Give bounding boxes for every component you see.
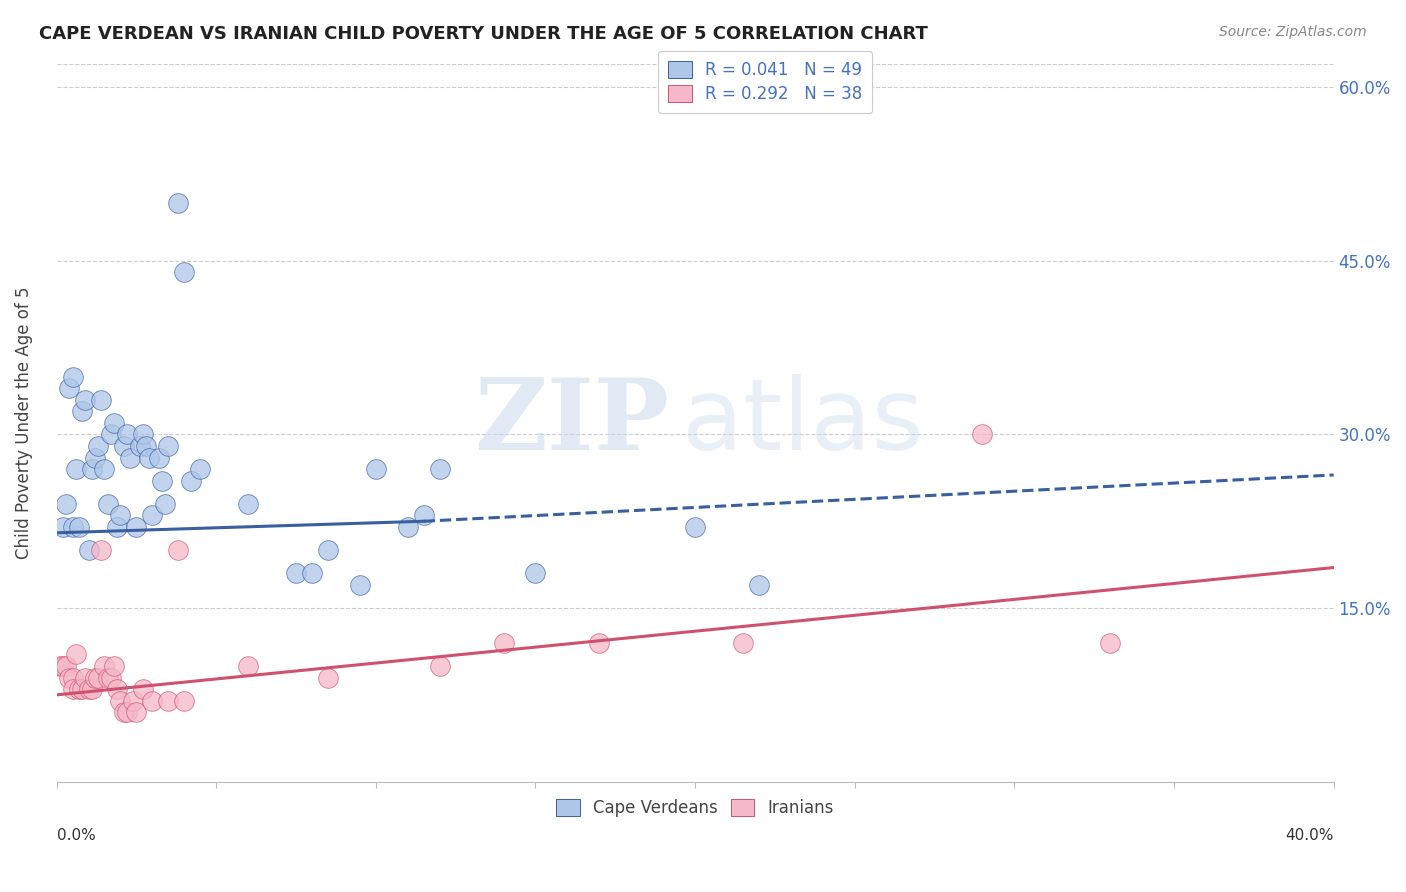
Point — [62, 671, 84, 685]
Point — [285, 566, 308, 581]
Text: Source: ZipAtlas.com: Source: ZipAtlas.com — [1219, 25, 1367, 39]
Point — [429, 659, 451, 673]
Point — [731, 636, 754, 650]
Point — [100, 671, 122, 685]
Point — [62, 520, 84, 534]
Text: CAPE VERDEAN VS IRANIAN CHILD POVERTY UNDER THE AGE OF 5 CORRELATION CHART: CAPE VERDEAN VS IRANIAN CHILD POVERTY UN… — [39, 25, 928, 43]
Point — [65, 648, 87, 662]
Text: 40.0%: 40.0% — [1285, 829, 1334, 843]
Point — [55, 497, 77, 511]
Point — [125, 705, 148, 719]
Point — [90, 543, 112, 558]
Point — [122, 693, 145, 707]
Point — [429, 462, 451, 476]
Point — [167, 196, 190, 211]
Point — [105, 682, 128, 697]
Point — [412, 508, 434, 523]
Point — [97, 497, 120, 511]
Point — [105, 520, 128, 534]
Point — [80, 682, 103, 697]
Text: ZIP: ZIP — [475, 375, 669, 471]
Y-axis label: Child Poverty Under the Age of 5: Child Poverty Under the Age of 5 — [15, 286, 32, 559]
Point — [103, 659, 125, 673]
Point — [135, 439, 157, 453]
Point — [1099, 636, 1122, 650]
Point — [132, 427, 155, 442]
Point — [100, 427, 122, 442]
Point — [87, 671, 110, 685]
Point — [67, 520, 90, 534]
Point — [683, 520, 706, 534]
Point — [238, 659, 260, 673]
Point — [67, 682, 90, 697]
Point — [115, 427, 138, 442]
Point — [110, 508, 132, 523]
Point — [492, 636, 515, 650]
Point — [58, 671, 80, 685]
Point — [115, 705, 138, 719]
Text: atlas: atlas — [682, 375, 924, 471]
Point — [84, 450, 107, 465]
Point — [112, 705, 135, 719]
Point — [316, 671, 339, 685]
Point — [118, 450, 141, 465]
Point — [97, 671, 120, 685]
Point — [93, 462, 115, 476]
Point — [80, 462, 103, 476]
Point — [110, 693, 132, 707]
Point — [58, 381, 80, 395]
Point — [238, 497, 260, 511]
Legend: Cape Verdeans, Iranians: Cape Verdeans, Iranians — [546, 789, 844, 827]
Point — [167, 543, 190, 558]
Point — [90, 392, 112, 407]
Point — [112, 439, 135, 453]
Point — [84, 671, 107, 685]
Point — [141, 693, 163, 707]
Point — [65, 462, 87, 476]
Point — [62, 369, 84, 384]
Point — [138, 450, 160, 465]
Point — [77, 682, 100, 697]
Point — [93, 659, 115, 673]
Point — [103, 416, 125, 430]
Point — [364, 462, 387, 476]
Point — [125, 520, 148, 534]
Point — [150, 474, 173, 488]
Point — [87, 439, 110, 453]
Point — [55, 659, 77, 673]
Point — [70, 682, 93, 697]
Point — [301, 566, 323, 581]
Point — [588, 636, 610, 650]
Point — [173, 265, 195, 279]
Point — [153, 497, 176, 511]
Point — [157, 693, 180, 707]
Point — [62, 682, 84, 697]
Point — [316, 543, 339, 558]
Point — [70, 404, 93, 418]
Point — [349, 578, 371, 592]
Point — [128, 439, 150, 453]
Point — [396, 520, 419, 534]
Point — [157, 439, 180, 453]
Point — [77, 543, 100, 558]
Point — [132, 682, 155, 697]
Point — [173, 693, 195, 707]
Point — [52, 520, 75, 534]
Point — [75, 392, 97, 407]
Point — [972, 427, 994, 442]
Point — [49, 659, 72, 673]
Point — [148, 450, 170, 465]
Point — [141, 508, 163, 523]
Point — [52, 659, 75, 673]
Point — [75, 671, 97, 685]
Text: 0.0%: 0.0% — [56, 829, 96, 843]
Point — [748, 578, 770, 592]
Point — [524, 566, 547, 581]
Point — [188, 462, 211, 476]
Point — [180, 474, 202, 488]
